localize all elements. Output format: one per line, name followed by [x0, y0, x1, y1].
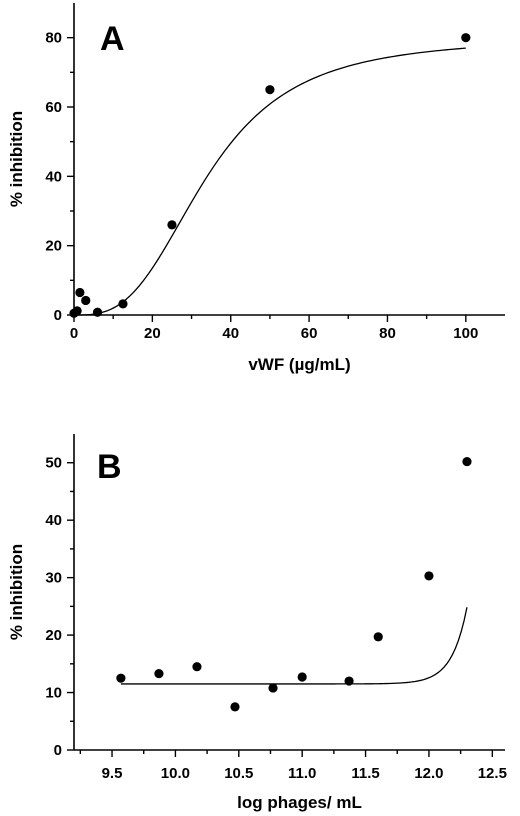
data-point — [75, 287, 85, 298]
data-point — [116, 673, 126, 683]
y-tick-label: 0 — [54, 307, 62, 324]
y-tick-label: 10 — [45, 685, 62, 702]
data-point — [167, 220, 177, 230]
data-point — [344, 676, 354, 686]
chart-panel-a: 0 20 40 60 80 100 0 20 40 60 80 vWF (µg/mL) % inhibi… — [7, 3, 505, 374]
y-axis-title: % inhibition — [7, 111, 26, 207]
fit-curve — [120, 607, 468, 685]
data-point — [192, 662, 202, 672]
y-tick-label: 20 — [45, 627, 62, 644]
chart-panel-b: 9.5 10.0 10.5 11.0 11.5 12.0 12.5 0 10 20 30 40 50 lo… — [7, 434, 507, 812]
y-tick-label: 50 — [45, 455, 62, 472]
data-point — [92, 307, 103, 317]
x-tick-label: 10.5 — [224, 765, 253, 782]
x-tick-label: 9.5 — [102, 765, 123, 782]
data-point — [373, 632, 383, 642]
y-axis-title: % inhibition — [7, 544, 26, 640]
data-point — [118, 299, 128, 309]
fit-curve — [74, 47, 466, 316]
panel-label: A — [100, 20, 125, 58]
y-tick-label: 20 — [45, 238, 62, 255]
data-point — [72, 306, 82, 316]
x-tick-label: 40 — [222, 325, 239, 342]
data-point — [268, 683, 278, 693]
x-axis-title: vWF (µg/mL) — [248, 355, 350, 374]
data-point — [461, 33, 471, 43]
y-tick-label: 60 — [45, 99, 62, 116]
x-tick-label: 100 — [453, 325, 478, 342]
y-tick-label: 40 — [45, 168, 62, 185]
x-tick-label: 11.0 — [288, 765, 316, 782]
x-tick-label: 11.5 — [351, 765, 379, 782]
y-tick-label: 30 — [45, 570, 62, 587]
data-point — [265, 85, 275, 95]
data-point — [462, 456, 472, 467]
panel-label: B — [97, 448, 122, 486]
x-tick-label: 60 — [301, 325, 318, 342]
y-tick-label: 80 — [45, 30, 62, 47]
x-tick-label: 12.5 — [478, 765, 507, 782]
data-point — [297, 672, 307, 682]
y-tick-label: 0 — [54, 742, 62, 759]
data-point — [424, 571, 434, 581]
x-tick-label: 12.0 — [414, 765, 443, 782]
data-point — [81, 295, 91, 306]
y-tick-label: 40 — [45, 512, 62, 529]
x-tick-label: 20 — [144, 325, 161, 342]
x-tick-label: 10.0 — [161, 765, 190, 782]
data-point — [154, 668, 164, 679]
x-tick-label: 80 — [379, 325, 396, 342]
data-point — [230, 702, 240, 712]
x-axis-title: log phages/ mL — [237, 793, 362, 812]
x-tick-label: 0 — [70, 325, 78, 342]
